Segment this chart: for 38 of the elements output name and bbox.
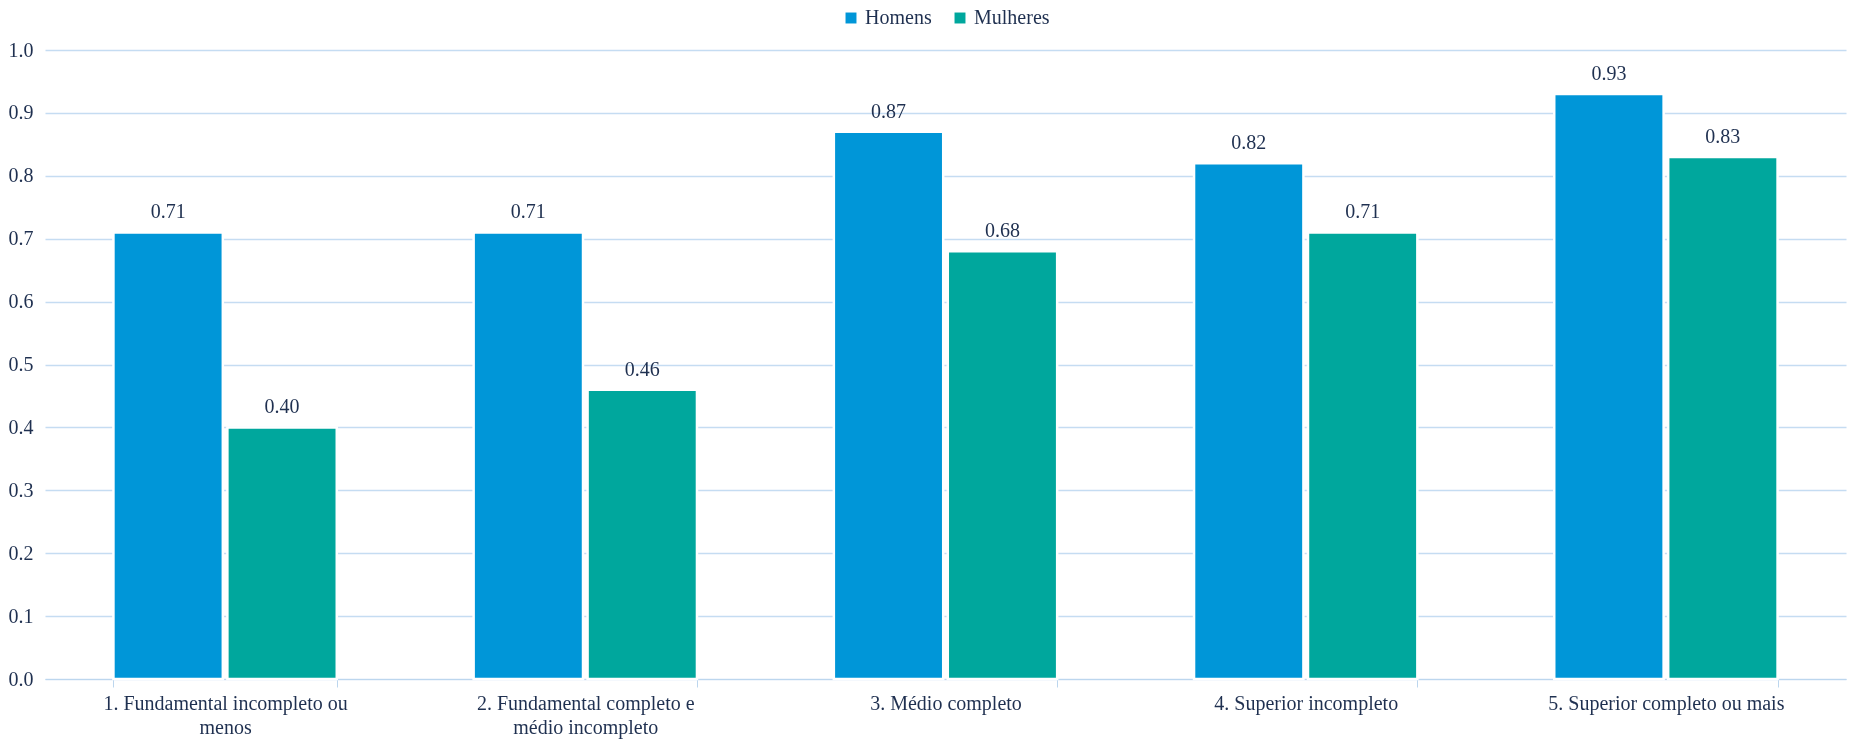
data-label: 0.40: [264, 395, 300, 418]
x-tick-label: 1. Fundamental incompleto ou menos: [103, 691, 348, 738]
bar: [1306, 231, 1419, 681]
y-tick-label: 0.2: [8, 541, 34, 564]
x-tick-label: 4. Superior incompleto: [1214, 691, 1399, 715]
y-tick-label: 1.0: [8, 38, 34, 61]
legend-label: Homens: [865, 6, 932, 28]
bar: [832, 130, 945, 681]
bar: [1552, 92, 1665, 681]
y-tick-label: 0.6: [8, 290, 34, 313]
x-tick-label: 5. Superior completo ou mais: [1548, 691, 1785, 715]
data-label: 0.46: [624, 357, 660, 380]
x-tick-label: 3. Médio completo: [870, 691, 1022, 715]
y-tick-label: 0.7: [8, 227, 34, 250]
data-label: 0.71: [150, 200, 186, 223]
data-label: 0.71: [1345, 200, 1381, 223]
data-label: 0.71: [510, 200, 546, 223]
y-tick-label: 0.3: [8, 478, 34, 501]
bar: [472, 231, 585, 681]
y-tick-label: 0.9: [8, 101, 34, 124]
y-tick-label: 0.5: [8, 353, 34, 375]
bar: [946, 250, 1059, 681]
bar: [586, 388, 699, 681]
y-tick-label: 0.4: [8, 415, 34, 438]
data-label: 0.87: [871, 99, 907, 122]
data-label: 0.82: [1231, 131, 1267, 154]
x-tick-label: 2. Fundamental completo e médio incompleto: [476, 691, 695, 739]
data-label: 0.93: [1591, 62, 1627, 85]
data-label: 0.68: [984, 219, 1020, 242]
data-label: 0.83: [1705, 124, 1741, 147]
bar: [112, 231, 225, 681]
bar: [226, 426, 339, 681]
y-tick-label: 0.0: [8, 667, 34, 690]
legend-label: Mulheres: [974, 6, 1050, 28]
y-tick-label: 0.8: [8, 164, 34, 187]
bar: [1666, 155, 1779, 681]
bar: [1192, 161, 1305, 681]
y-tick-label: 0.1: [8, 604, 34, 627]
